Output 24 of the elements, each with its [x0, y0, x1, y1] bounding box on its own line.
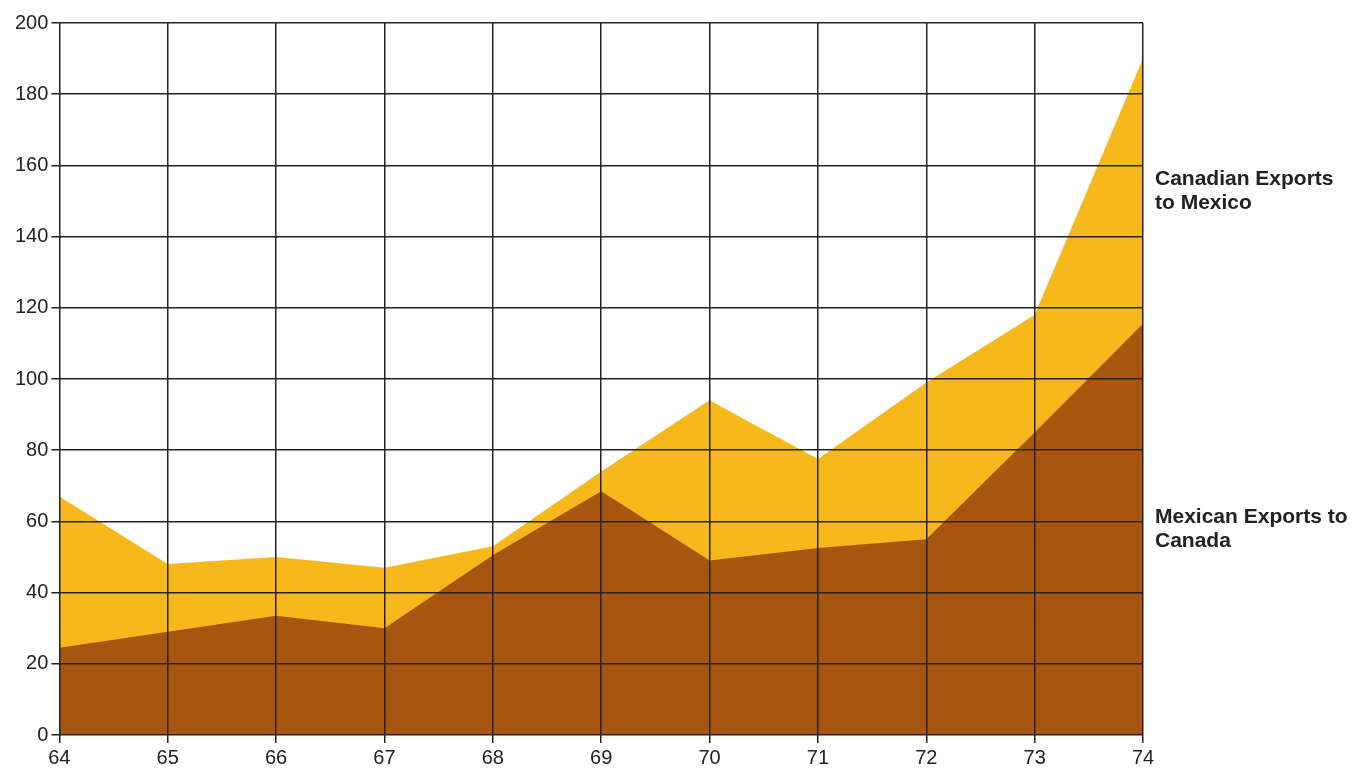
y-tick-label: 120 — [14, 295, 49, 318]
x-tick-label: 72 — [915, 745, 938, 768]
y-tick-label: 140 — [14, 224, 49, 247]
series-label: Canadian Exports to Mexico — [1155, 166, 1334, 214]
y-tick-label: 200 — [14, 10, 49, 33]
y-tick-label: 160 — [14, 152, 49, 175]
y-tick-label: 40 — [26, 580, 49, 603]
y-tick-label: 20 — [26, 651, 49, 674]
x-tick-label: 66 — [264, 745, 288, 768]
x-tick-label: 74 — [1131, 745, 1155, 768]
x-tick-label: 65 — [156, 745, 179, 768]
x-tick-label: 69 — [590, 745, 613, 768]
x-tick-label: 64 — [48, 745, 71, 768]
y-tick-label: 100 — [14, 366, 49, 389]
y-tick-label: 0 — [37, 722, 49, 745]
x-tick-label: 68 — [481, 745, 504, 768]
y-tick-label: 180 — [14, 81, 49, 104]
y-tick-label: 80 — [26, 437, 49, 460]
x-tick-label: 71 — [806, 745, 830, 768]
series-label: Mexican Exports to Canada — [1155, 504, 1348, 552]
x-tick-label: 73 — [1023, 745, 1046, 768]
x-tick-label: 67 — [373, 745, 396, 768]
x-tick-label: 70 — [698, 745, 721, 768]
y-tick-label: 60 — [26, 508, 49, 531]
